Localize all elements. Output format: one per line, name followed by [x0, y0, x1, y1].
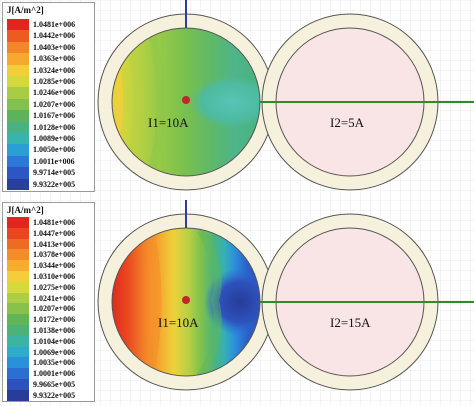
legend-swatch [7, 281, 29, 293]
legend-swatch [7, 368, 29, 379]
legend-label: 9.9714e+005 [33, 168, 76, 178]
legend-label: 1.0363e+006 [33, 54, 76, 64]
legend-swatch [7, 389, 29, 401]
legend-label: 9.9322e+005 [33, 390, 76, 400]
legend-bottom: J[A/m^2] 1.0481e+006 1.0447e+006 1.0413e+0… [2, 202, 95, 402]
legend-label: 1.0207e+006 [33, 304, 76, 314]
legend-swatch [7, 30, 29, 42]
legend-swatch [7, 178, 29, 190]
center-dot [182, 96, 190, 104]
legend-swatch [7, 64, 29, 76]
legend-swatch [7, 260, 29, 271]
legend-label: 1.0172e+006 [33, 315, 76, 325]
legend-label: 1.0035e+006 [33, 358, 76, 368]
legend-label: 1.0481e+006 [33, 218, 76, 227]
legend-swatch [7, 238, 29, 250]
legend-label: 9.9322e+005 [33, 179, 76, 189]
legend-label: 1.0447e+006 [33, 228, 76, 238]
legend-label: 1.0138e+006 [33, 326, 76, 335]
legend-swatch [7, 346, 29, 358]
legend-label: 1.0481e+006 [33, 20, 76, 29]
legend-swatch [7, 121, 29, 133]
legend-label: 1.0089e+006 [33, 134, 76, 143]
legend-swatch [7, 167, 29, 179]
legend-swatch [7, 379, 29, 390]
legend-swatch [7, 110, 29, 122]
legend-label: 1.0001e+006 [33, 369, 76, 379]
conductor-1-label: I1=10A [158, 315, 199, 330]
legend-label: 1.0378e+006 [33, 250, 76, 260]
legend-swatch [7, 249, 29, 261]
legend-swatch [7, 155, 29, 168]
legend-label: 1.0069e+006 [33, 347, 76, 357]
field-plot-panel-top: I1=10A I2=5A J[A/m^2] 1.0481e+006 1.0442e… [0, 0, 474, 200]
legend-label: 1.0104e+006 [33, 336, 76, 346]
conductor-2-label: I2=15A [330, 315, 371, 330]
legend-label: 1.0324e+006 [33, 65, 76, 75]
legend-label: 1.0207e+006 [33, 99, 76, 109]
legend-label: 1.0241e+006 [33, 293, 76, 303]
legend-label: 1.0167e+006 [33, 111, 76, 121]
legend-swatch [7, 19, 29, 31]
center-dot [182, 296, 190, 304]
conductor-2-label: I2=5A [330, 115, 365, 130]
legend-swatch [7, 87, 29, 99]
conductor-1-label: I1=10A [148, 115, 189, 130]
field-plot-panel-bottom: I1=10A I2=15A J[A/m^2] 1.0481e+006 1.0447… [0, 200, 474, 406]
legend-label: 1.0285e+006 [33, 77, 76, 86]
legend-label: 1.0275e+006 [33, 282, 76, 292]
legend-swatch [7, 133, 29, 145]
legend-swatch [7, 144, 29, 156]
legend-label: 1.0344e+006 [33, 261, 76, 271]
legend-swatch [7, 227, 29, 239]
legend-label: 1.0050e+006 [33, 145, 76, 155]
legend-swatch [7, 357, 29, 369]
legend-swatch [7, 76, 29, 88]
legend-label: 1.0246e+006 [33, 88, 76, 98]
legend-swatch [7, 271, 29, 282]
legend-label: 1.0413e+006 [33, 239, 76, 249]
legend-label: 9.9665e+005 [33, 380, 76, 389]
legend-title: J[A/m^2] [7, 5, 44, 15]
legend-swatch [7, 41, 29, 54]
legend-label: 1.0128e+006 [33, 122, 76, 132]
legend-label: 1.0403e+006 [33, 42, 76, 52]
legend-swatch [7, 325, 29, 336]
legend-swatch [7, 98, 29, 111]
legend-top: J[A/m^2] 1.0481e+006 1.0442e+006 1.0403e+0… [2, 2, 95, 192]
legend-swatch [7, 217, 29, 228]
legend-swatch [7, 292, 29, 304]
legend-swatch [7, 53, 29, 65]
legend-swatch [7, 314, 29, 325]
legend-label: 1.0310e+006 [33, 272, 76, 281]
legend-swatch [7, 335, 29, 347]
legend-swatch [7, 303, 29, 315]
legend-title: J[A/m^2] [7, 205, 44, 215]
legend-label: 1.0011e+006 [33, 156, 75, 166]
legend-label: 1.0442e+006 [33, 31, 76, 41]
